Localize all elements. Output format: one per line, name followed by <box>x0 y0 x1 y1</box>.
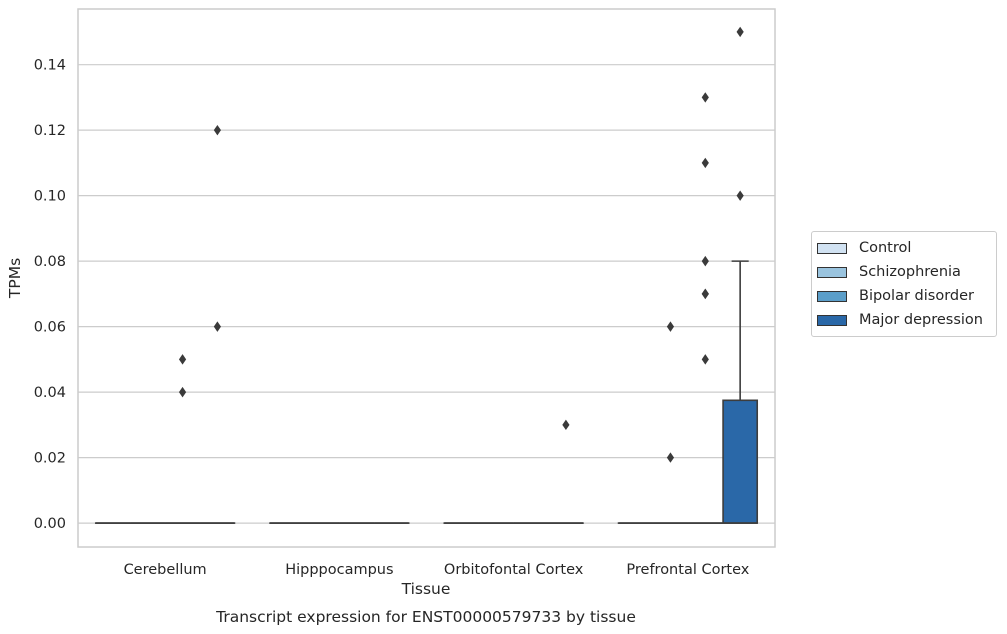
legend-label: Schizophrenia <box>859 264 961 280</box>
legend-swatch <box>817 266 847 278</box>
y-tick-label: 0.06 <box>34 320 66 336</box>
outlier-point <box>736 26 744 38</box>
y-tick-label: 0.02 <box>34 451 66 467</box>
gridlines <box>78 64 775 524</box>
outliers-prefrontal-cortex <box>701 92 709 300</box>
legend: Control Schizophrenia Bipolar disorder Majo… <box>811 231 997 337</box>
chart-caption: Transcript expression for ENST0000057973… <box>215 608 636 626</box>
outlier-point <box>178 386 187 398</box>
outlier-point <box>178 354 187 365</box>
legend-item-bipolar-disorder: Bipolar disorder <box>812 284 996 308</box>
box-orbitofontal-cortex-major-depression <box>548 419 584 524</box>
outlier-point <box>562 419 570 431</box>
y-tick-label: 0.10 <box>34 189 66 205</box>
y-tick-label: 0.14 <box>34 58 66 74</box>
x-tick-label: Hipppocampus <box>285 562 393 578</box>
legend-swatch <box>817 242 847 254</box>
outlier-point <box>666 452 675 463</box>
y-tick-label: 0.12 <box>34 123 66 139</box>
box-prefrontal-cortex-schizophrenia <box>652 321 689 524</box>
legend-label: Control <box>859 240 912 256</box>
box-cerebellum-bipolar-disorder <box>164 354 201 524</box>
y-tick-labels: 0.00 0.02 0.04 0.06 0.08 0.10 0.12 0.14 <box>34 58 66 532</box>
box-body <box>722 399 759 524</box>
box-cerebellum-major-depression <box>199 124 236 524</box>
legend-swatch <box>817 314 847 326</box>
legend-item-control: Control <box>812 236 996 260</box>
outlier-point <box>666 321 675 332</box>
y-tick-label: 0.08 <box>34 254 66 270</box>
box-groups <box>94 26 759 524</box>
x-tick-label: Cerebellum <box>124 562 207 578</box>
x-tick-label: Prefrontal Cortex <box>626 562 749 578</box>
y-axis-label: TPMs <box>6 258 24 299</box>
plot-frame <box>77 8 776 548</box>
outlier-point <box>701 157 709 169</box>
outlier-point <box>701 255 709 267</box>
y-tick-label: 0.00 <box>34 516 66 532</box>
box-prefrontal-cortex-bipolar-disorder <box>687 157 724 524</box>
x-tick-labels: Cerebellum Hipppocampus Orbitofontal Corte… <box>124 562 750 578</box>
legend-item-major-depression: Major depression <box>812 308 996 332</box>
legend-label: Major depression <box>859 312 983 328</box>
outlier-point <box>701 92 709 103</box>
legend-item-schizophrenia: Schizophrenia <box>812 260 996 284</box>
legend-swatch <box>817 290 847 302</box>
outlier-point <box>701 288 709 300</box>
box-prefrontal-cortex-major-depression <box>722 26 759 524</box>
outlier-point <box>213 124 221 136</box>
y-tick-label: 0.04 <box>34 385 66 401</box>
x-tick-label: Orbitofontal Cortex <box>444 562 584 578</box>
x-axis-label: Tissue <box>401 580 451 598</box>
outlier-point <box>701 354 709 365</box>
outlier-point <box>736 190 744 201</box>
legend-label: Bipolar disorder <box>859 288 974 304</box>
outlier-point <box>213 321 221 332</box>
